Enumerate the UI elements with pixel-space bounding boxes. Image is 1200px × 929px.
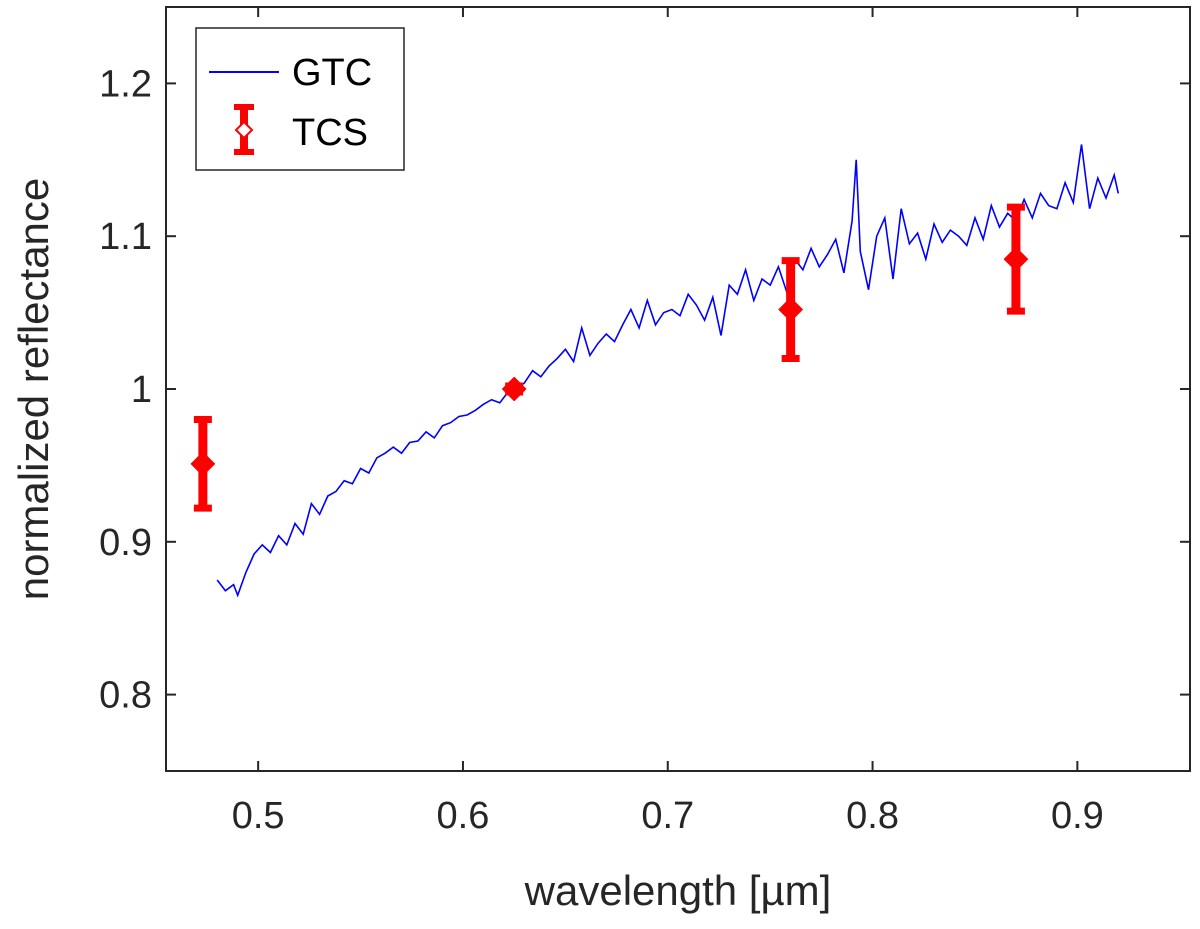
legend-gtc-label: GTC [292,52,372,94]
tcs-point [1003,203,1029,315]
tcs-marker [190,451,216,477]
y-axis-label: normalized reflectance [10,178,57,601]
tcs-point [190,416,216,512]
legend-tcs-label: TCS [292,112,368,154]
x-tick-label: 0.8 [846,795,899,837]
gtc-line [216,144,1120,598]
y-tick-label: 0.9 [99,522,152,564]
tcs-series [190,203,1029,512]
legend-box [195,27,405,171]
x-tick-label: 0.9 [1051,795,1104,837]
tcs-marker [778,297,804,322]
y-tick-label: 1 [131,369,152,411]
legend: GTC TCS [195,27,405,171]
x-tick-label: 0.5 [232,795,285,837]
tcs-marker [1003,246,1029,272]
y-tick-label: 0.8 [99,675,152,717]
x-axis-label: wavelength [µm] [524,867,832,914]
x-tick-label: 0.6 [437,795,490,837]
tcs-point [501,376,527,402]
gtc-series [216,144,1120,598]
y-tick-label: 1.1 [99,216,152,258]
y-tick-label: 1.2 [99,63,152,105]
legend-tcs-swatch [234,104,254,155]
x-tick-label: 0.7 [641,795,694,837]
tcs-point [778,257,804,362]
tcs-marker [501,376,527,402]
y-axis-ticks: 0.8 0.9 1 1.1 1.2 [99,63,1190,717]
x-axis-ticks: 0.5 0.6 0.7 0.8 0.9 [232,7,1104,837]
